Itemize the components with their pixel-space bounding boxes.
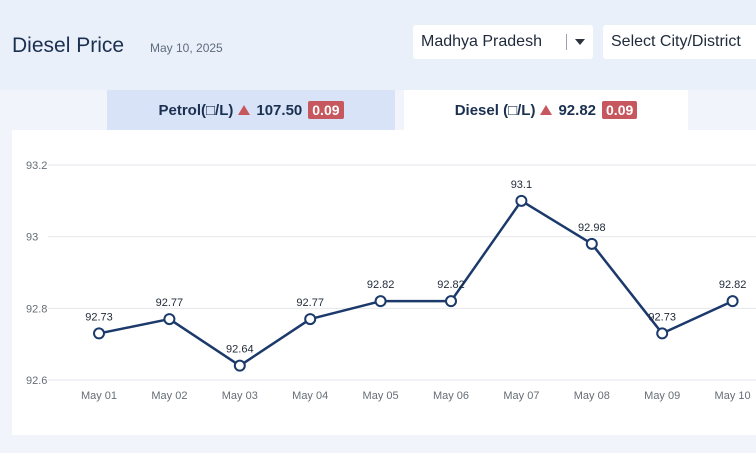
city-select-value: Select City/District (611, 33, 741, 50)
state-select-value: Madhya Pradesh (421, 33, 542, 50)
x-tick-label: May 09 (644, 390, 680, 402)
header-bar: Diesel Price May 10, 2025 Madhya Pradesh… (0, 0, 756, 90)
data-point[interactable] (374, 295, 387, 308)
data-point[interactable] (163, 313, 176, 326)
y-tick-label: 93.2 (26, 160, 47, 172)
price-up-arrow-icon (238, 105, 251, 115)
x-tick-label: May 01 (81, 390, 117, 402)
price-date: May 10, 2025 (150, 41, 223, 55)
select-divider (566, 34, 567, 50)
data-point[interactable] (726, 295, 739, 308)
diesel-change-badge: 0.09 (602, 101, 638, 119)
tab-petrol[interactable]: Petrol(□/L) 107.50 0.09 (107, 90, 395, 130)
x-tick-label: May 06 (433, 390, 469, 402)
tab-diesel[interactable]: Diesel (□/L) 92.82 0.09 (404, 90, 688, 130)
data-label: 92.82 (719, 279, 747, 291)
chart-card: 92.6 92.8 93 93.2 May 01 May 02 May 03 May 04 Ma… (12, 130, 756, 435)
data-point[interactable] (515, 194, 528, 207)
data-label: 92.73 (85, 311, 113, 323)
x-tick-label: May 05 (363, 390, 399, 402)
city-select[interactable]: Select City/District (603, 25, 756, 59)
series-line (98, 199, 734, 367)
data-label: 92.77 (156, 297, 184, 309)
x-tick-label: May 04 (292, 390, 328, 402)
x-tick-label: May 10 (715, 390, 751, 402)
data-point[interactable] (585, 237, 598, 250)
x-tick-label: May 02 (151, 390, 187, 402)
price-up-arrow-icon (540, 105, 553, 115)
data-label: 93.1 (511, 179, 532, 191)
price-line-chart: 92.6 92.8 93 93.2 May 01 May 02 May 03 May 04 Ma… (26, 160, 756, 402)
diesel-tab-label: Diesel (□/L) (454, 101, 536, 119)
chevron-down-icon[interactable] (575, 39, 585, 45)
data-label: 92.82 (367, 279, 395, 291)
y-tick-label: 93 (26, 232, 38, 244)
page-title: Diesel Price (12, 34, 125, 57)
data-point[interactable] (93, 327, 105, 340)
state-select[interactable]: Madhya Pradesh (413, 25, 593, 59)
diesel-price: 92.82 (558, 101, 597, 119)
y-tick-label: 92.8 (26, 303, 47, 315)
data-label: 92.73 (648, 311, 676, 323)
data-point[interactable] (233, 359, 246, 372)
data-point[interactable] (656, 327, 669, 340)
x-tick-label: May 07 (503, 390, 539, 402)
data-point[interactable] (445, 295, 457, 308)
petrol-price: 107.50 (256, 101, 303, 119)
y-tick-label: 92.6 (26, 375, 47, 387)
data-label: 92.64 (226, 344, 254, 356)
x-tick-label: May 03 (222, 390, 258, 402)
data-point[interactable] (304, 313, 317, 326)
petrol-change-badge: 0.09 (308, 101, 344, 119)
petrol-tab-label: Petrol(□/L) (158, 101, 234, 119)
x-tick-label: May 08 (574, 390, 610, 402)
data-label: 92.77 (296, 297, 324, 309)
data-label: 92.82 (437, 279, 465, 291)
data-label: 92.98 (578, 222, 606, 234)
